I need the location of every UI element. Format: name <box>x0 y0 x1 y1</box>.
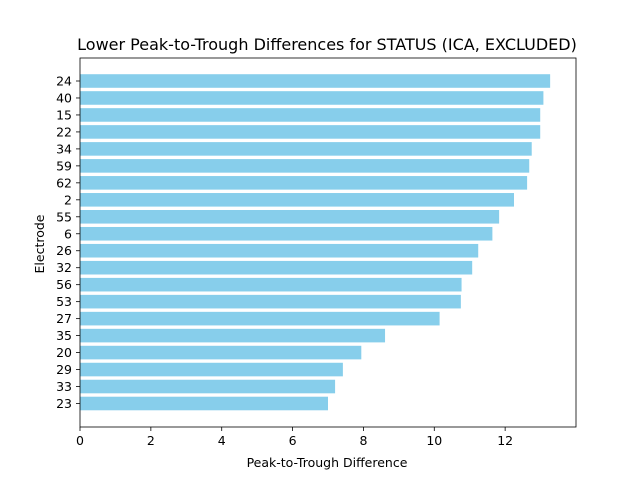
y-tick-label: 15 <box>56 107 72 122</box>
y-tick-label: 35 <box>56 328 72 343</box>
bar-electrode-59 <box>80 159 530 173</box>
bar-electrode-22 <box>80 125 541 139</box>
bar-electrode-29 <box>80 362 343 377</box>
x-axis-label: Peak-to-Trough Difference <box>247 455 408 470</box>
bars-layer <box>80 74 551 411</box>
y-tick-label: 33 <box>56 379 72 394</box>
bar-electrode-32 <box>80 260 473 275</box>
chart-title: Lower Peak-to-Trough Differences for STA… <box>77 35 577 54</box>
y-tick-label: 20 <box>56 345 72 360</box>
bar-electrode-34 <box>80 142 532 156</box>
bar-electrode-23 <box>80 396 328 411</box>
y-tick-label: 34 <box>56 141 72 156</box>
y-tick-label: 2 <box>64 192 72 207</box>
plot-frame <box>79 57 577 428</box>
x-tick-label: 6 <box>289 433 297 448</box>
y-tick-label: 53 <box>56 294 72 309</box>
bar-electrode-53 <box>80 294 461 309</box>
x-tick-label: 12 <box>497 433 513 448</box>
y-tick-label: 56 <box>56 277 72 292</box>
y-axis-label: Electrode <box>32 214 47 273</box>
y-tick-label: 32 <box>56 260 72 275</box>
x-tick-label: 8 <box>359 433 367 448</box>
y-tick-label: 23 <box>56 396 72 411</box>
y-tick-label: 26 <box>56 243 72 258</box>
bar-electrode-55 <box>80 210 500 224</box>
y-tick-label: 24 <box>56 74 72 89</box>
bar-electrode-56 <box>80 277 462 292</box>
bar-electrode-15 <box>80 108 541 122</box>
y-tick-label: 22 <box>56 124 72 139</box>
y-tick-label: 40 <box>56 90 72 105</box>
y-tick-label: 62 <box>56 175 72 190</box>
bar-electrode-33 <box>80 379 336 394</box>
bar-electrode-6 <box>80 226 493 241</box>
y-tick-label: 59 <box>56 158 72 173</box>
x-tick-label: 0 <box>76 433 84 448</box>
y-tick-label: 29 <box>56 362 72 377</box>
y-tick-label: 55 <box>56 209 72 224</box>
bar-electrode-62 <box>80 176 528 190</box>
bar-electrode-24 <box>80 74 551 88</box>
bar-electrode-20 <box>80 345 362 360</box>
y-tick-label: 6 <box>64 226 72 241</box>
bar-electrode-26 <box>80 243 479 258</box>
bar-electrode-40 <box>80 91 544 105</box>
y-tick-label: 27 <box>56 311 72 326</box>
bar-electrode-27 <box>80 311 440 326</box>
bar-electrode-2 <box>80 193 514 207</box>
bar-electrode-35 <box>80 328 386 343</box>
x-tick-label: 2 <box>147 433 155 448</box>
x-tick-label: 4 <box>218 433 226 448</box>
x-tick-label: 10 <box>426 433 442 448</box>
